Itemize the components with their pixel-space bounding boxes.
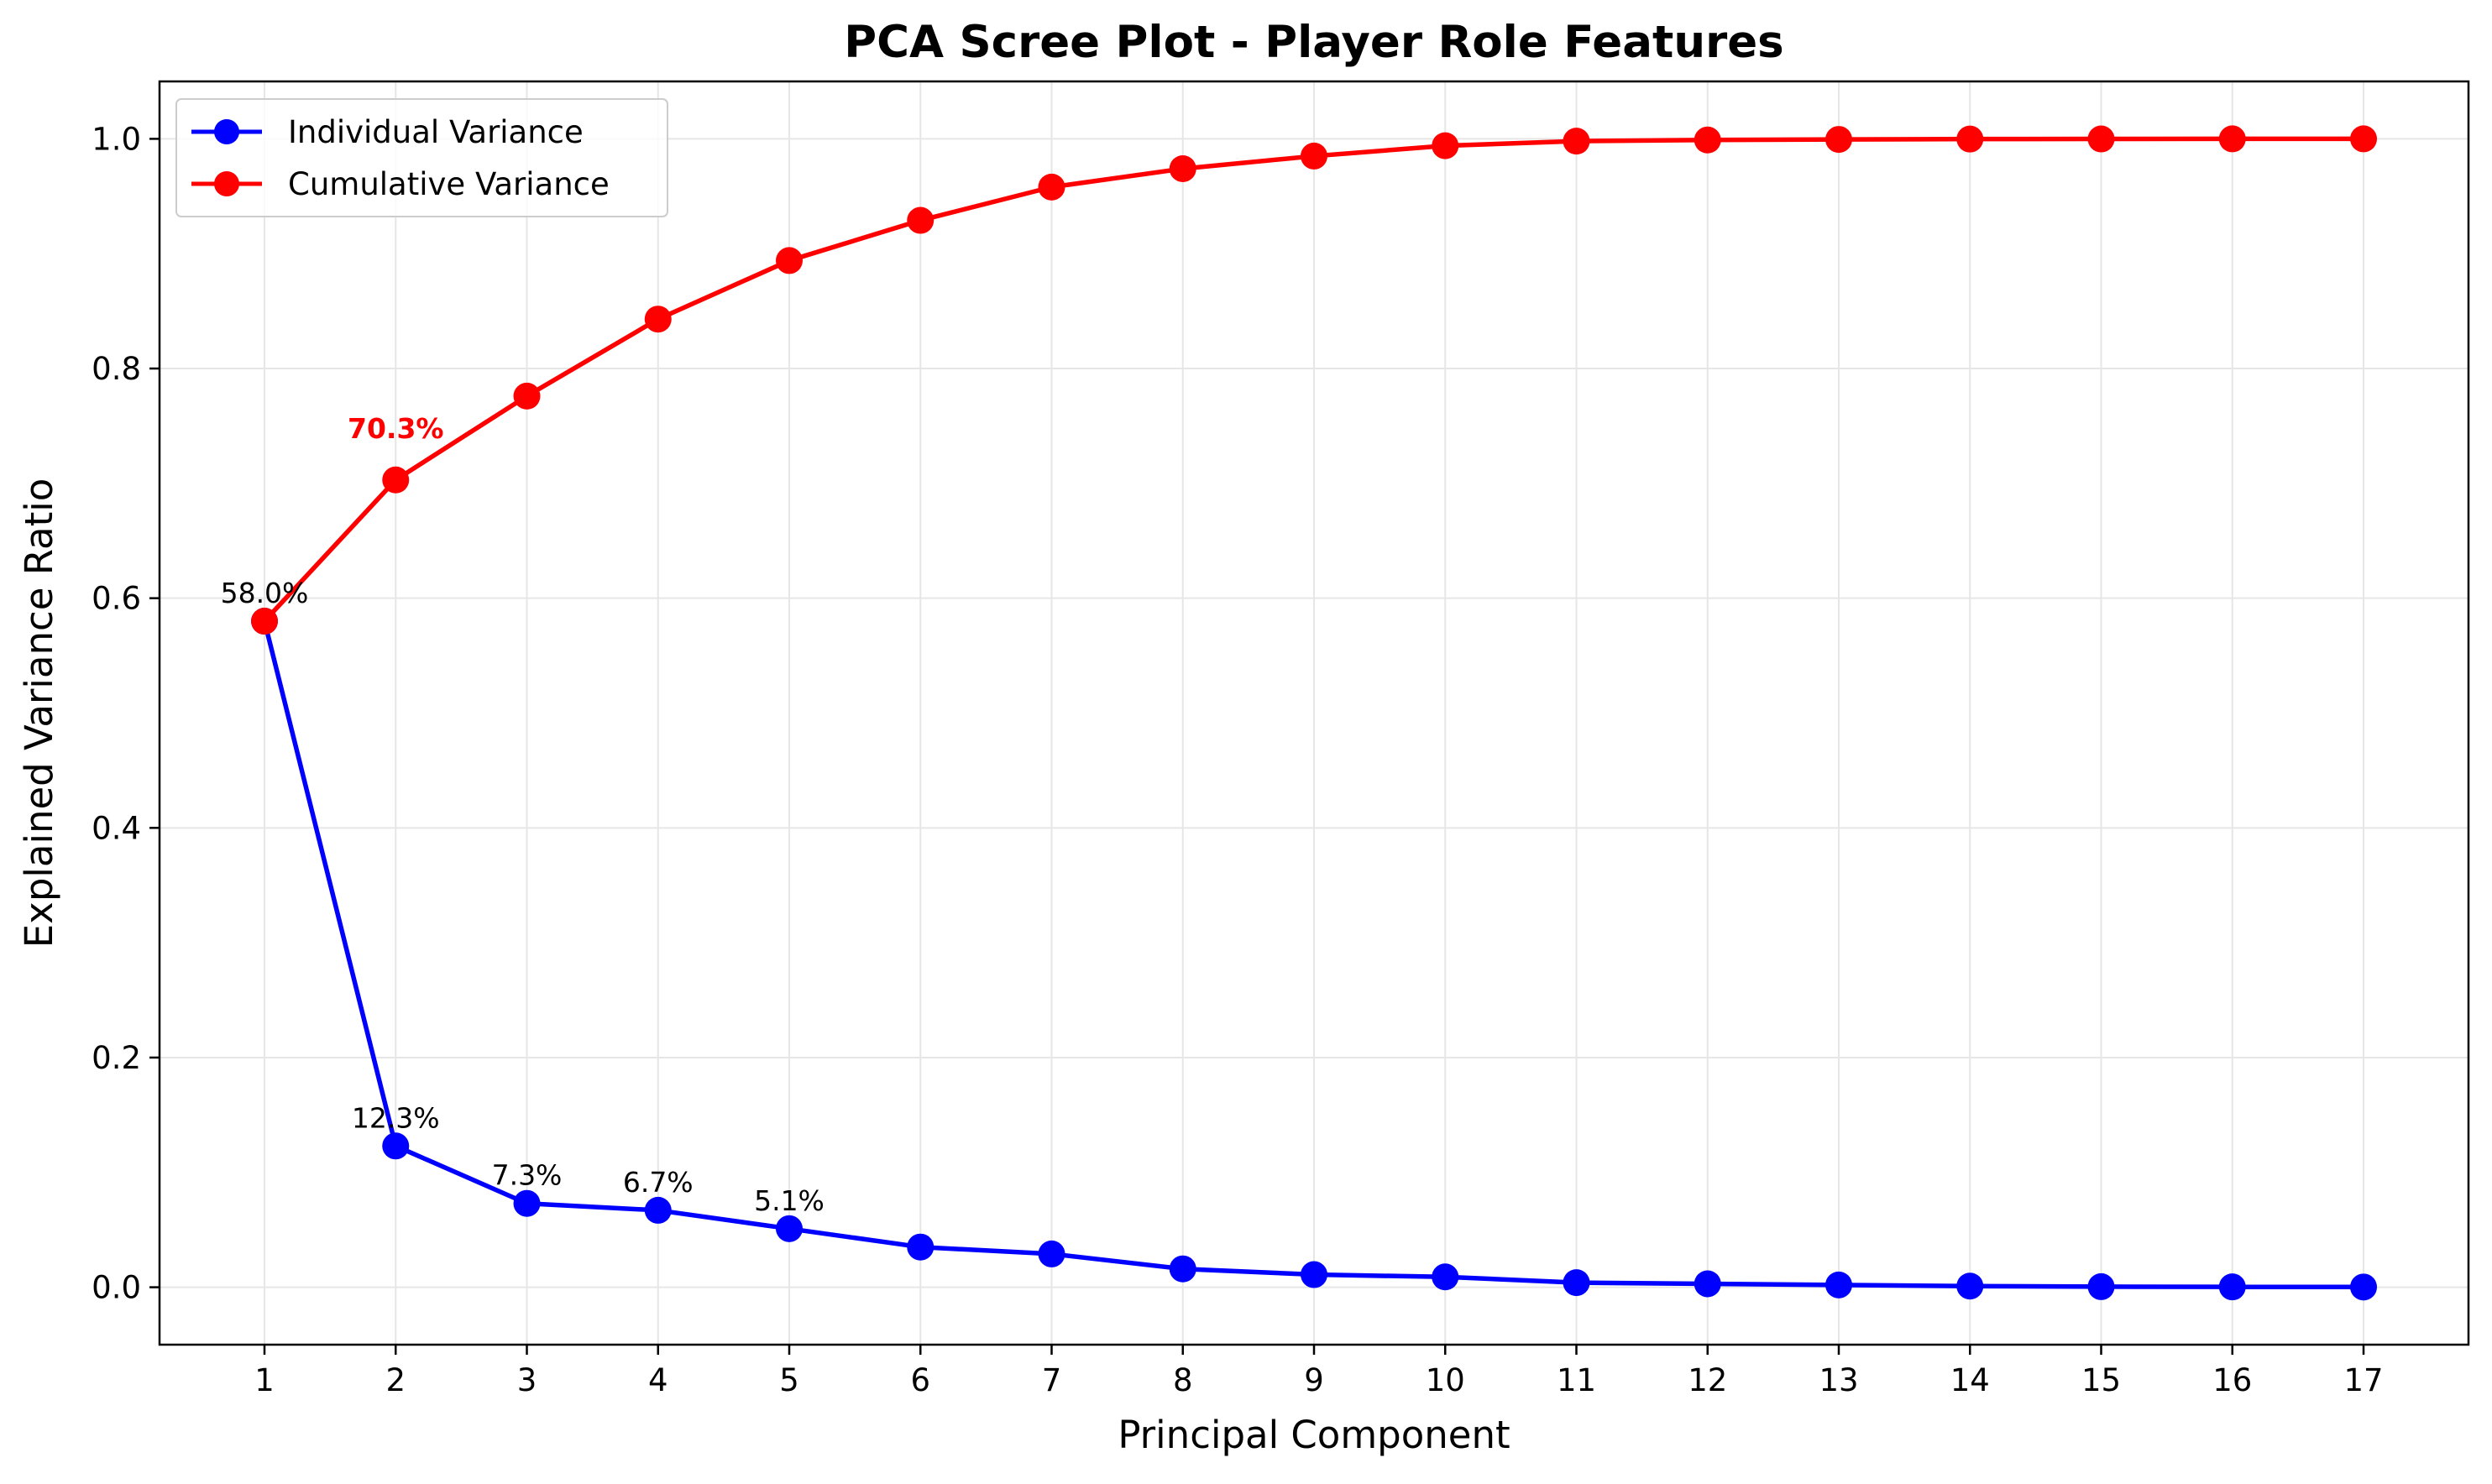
y-tick-label: 0.2 — [92, 1040, 141, 1076]
data-point — [1563, 1269, 1590, 1297]
x-tick-label: 1 — [254, 1362, 275, 1398]
data-point — [1825, 1271, 1852, 1298]
data-point — [1301, 1261, 1327, 1288]
legend: Individual Variance Cumulative Variance — [175, 98, 668, 217]
series-layer — [251, 125, 2377, 1301]
x-tick-label: 3 — [517, 1362, 537, 1398]
x-axis-ticks: 1 2 3 4 5 6 7 8 9 10 11 12 13 14 15 16 17 — [254, 1345, 2384, 1398]
data-label: 58.0% — [221, 577, 309, 609]
x-tick-label: 16 — [2212, 1362, 2252, 1398]
data-point — [1825, 126, 1852, 154]
y-tick-label: 1.0 — [92, 121, 141, 157]
data-point — [1563, 128, 1590, 155]
y-axis-title: Explained Variance Ratio — [17, 478, 61, 948]
x-tick-label: 9 — [1304, 1362, 1324, 1398]
y-tick-label: 0.4 — [92, 810, 141, 846]
x-tick-label: 11 — [1557, 1362, 1596, 1398]
data-point — [1694, 126, 1721, 154]
data-point — [776, 247, 803, 274]
data-point — [644, 306, 672, 333]
x-tick-label: 13 — [1819, 1362, 1858, 1398]
legend-box — [175, 98, 668, 217]
data-label: 7.3% — [492, 1159, 563, 1192]
data-point — [1694, 1270, 1721, 1298]
chart-title: PCA Scree Plot - Player Role Features — [844, 17, 1783, 68]
legend-marker-cumulative — [214, 171, 239, 196]
data-point — [2350, 1273, 2377, 1301]
data-point — [1956, 125, 1984, 153]
data-point — [382, 466, 410, 494]
annotation-layer: 58.0% 12.3% 7.3% 6.7% 5.1% 70.3% — [221, 412, 825, 1217]
x-tick-label: 7 — [1042, 1362, 1062, 1398]
data-point — [1038, 1240, 1065, 1267]
data-point — [2087, 125, 2115, 153]
data-label: 5.1% — [754, 1184, 825, 1217]
data-point — [513, 382, 541, 410]
data-point — [907, 1233, 934, 1261]
data-point — [1038, 173, 1065, 201]
y-axis-ticks: 0.0 0.2 0.4 0.6 0.8 1.0 — [92, 121, 160, 1306]
legend-label-cumulative: Cumulative Variance — [288, 166, 610, 202]
data-point — [1432, 1263, 1459, 1291]
data-point — [1169, 154, 1196, 182]
x-tick-label: 17 — [2343, 1362, 2383, 1398]
y-tick-label: 0.0 — [92, 1270, 141, 1306]
x-tick-label: 2 — [385, 1362, 406, 1398]
data-label: 6.7% — [623, 1166, 694, 1199]
data-point — [2218, 125, 2246, 153]
x-tick-label: 10 — [1426, 1362, 1465, 1398]
x-tick-label: 5 — [779, 1362, 799, 1398]
data-point — [776, 1215, 803, 1242]
data-point — [907, 206, 934, 234]
x-tick-label: 12 — [1688, 1362, 1727, 1398]
x-tick-label: 14 — [1950, 1362, 1990, 1398]
data-point — [1169, 1255, 1196, 1283]
data-point — [644, 1196, 672, 1224]
data-point — [513, 1189, 541, 1217]
y-tick-label: 0.6 — [92, 581, 141, 617]
x-tick-label: 6 — [910, 1362, 930, 1398]
data-point — [2087, 1272, 2115, 1300]
data-point — [2350, 125, 2377, 153]
legend-label-individual: Individual Variance — [288, 114, 584, 150]
data-label: 70.3% — [348, 412, 444, 445]
data-label: 12.3% — [352, 1101, 440, 1134]
data-point — [1956, 1272, 1984, 1300]
data-point — [1432, 132, 1459, 159]
x-axis-title: Principal Component — [1118, 1413, 1510, 1457]
x-tick-label: 8 — [1173, 1362, 1193, 1398]
data-point — [382, 1132, 410, 1160]
y-tick-label: 0.8 — [92, 351, 141, 387]
data-point — [251, 608, 278, 635]
x-tick-label: 4 — [648, 1362, 668, 1398]
data-point — [1301, 142, 1327, 170]
legend-marker-individual — [214, 119, 239, 144]
data-point — [2218, 1273, 2246, 1301]
x-tick-label: 15 — [2081, 1362, 2121, 1398]
series-cumulative-variance — [251, 125, 2377, 635]
